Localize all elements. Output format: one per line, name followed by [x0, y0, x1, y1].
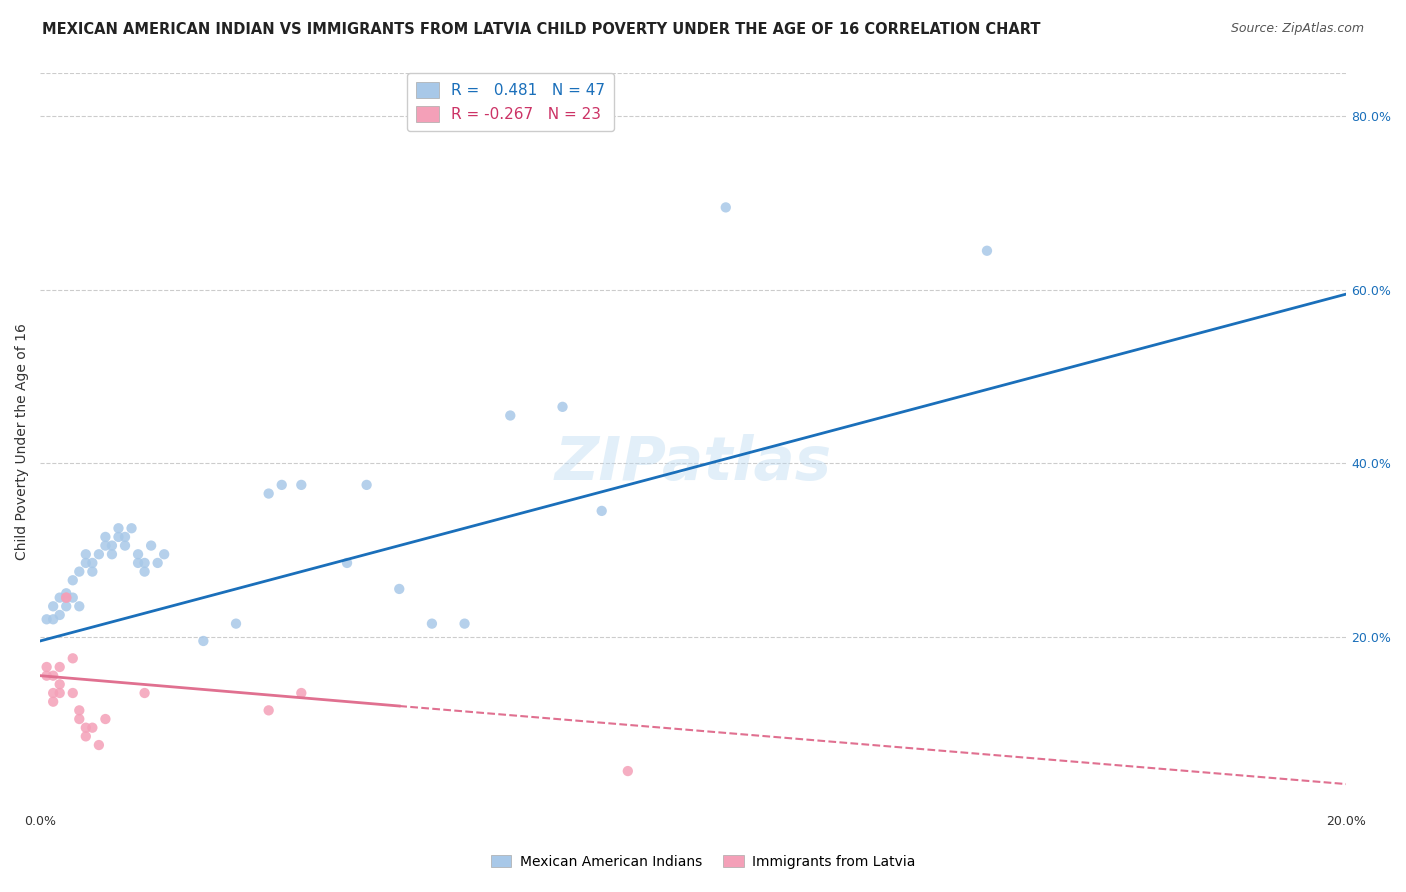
Point: [35, 612, 58, 626]
Legend: Mexican American Indians, Immigrants from Latvia: Mexican American Indians, Immigrants fro…: [485, 849, 921, 874]
Point: [714, 201, 737, 215]
Point: [114, 539, 136, 553]
Point: [48, 607, 70, 622]
Point: [134, 556, 156, 570]
Point: [67, 565, 90, 579]
Point: [75, 556, 97, 570]
Point: [225, 616, 247, 631]
Point: [134, 565, 156, 579]
Point: [62, 686, 84, 700]
Point: [48, 677, 70, 691]
Point: [55, 586, 77, 600]
Point: [67, 712, 90, 726]
Legend: R =   0.481   N = 47, R = -0.267   N = 23: R = 0.481 N = 47, R = -0.267 N = 23: [406, 73, 614, 131]
Point: [42, 668, 65, 682]
Point: [82, 556, 104, 570]
Point: [75, 547, 97, 561]
Point: [127, 547, 149, 561]
Point: [101, 539, 124, 553]
Point: [35, 668, 58, 682]
Point: [591, 504, 613, 518]
Point: [101, 547, 124, 561]
Point: [62, 574, 84, 588]
Point: [42, 695, 65, 709]
Point: [67, 599, 90, 614]
Point: [114, 530, 136, 544]
Point: [193, 634, 215, 648]
Y-axis label: Child Poverty Under the Age of 16: Child Poverty Under the Age of 16: [15, 323, 30, 560]
Text: ZIPatlas: ZIPatlas: [554, 434, 832, 493]
Point: [55, 591, 77, 605]
Point: [94, 539, 117, 553]
Point: [55, 591, 77, 605]
Point: [67, 703, 90, 717]
Point: [976, 244, 998, 258]
Point: [290, 478, 312, 492]
Point: [62, 591, 84, 605]
Point: [42, 599, 65, 614]
Point: [35, 660, 58, 674]
Text: Source: ZipAtlas.com: Source: ZipAtlas.com: [1230, 22, 1364, 36]
Point: [94, 712, 117, 726]
Point: [48, 660, 70, 674]
Point: [87, 547, 110, 561]
Point: [257, 703, 280, 717]
Text: MEXICAN AMERICAN INDIAN VS IMMIGRANTS FROM LATVIA CHILD POVERTY UNDER THE AGE OF: MEXICAN AMERICAN INDIAN VS IMMIGRANTS FR…: [42, 22, 1040, 37]
Point: [75, 721, 97, 735]
Point: [290, 686, 312, 700]
Point: [87, 738, 110, 752]
Point: [48, 686, 70, 700]
Point: [257, 486, 280, 500]
Point: [153, 547, 176, 561]
Point: [75, 730, 97, 744]
Point: [94, 530, 117, 544]
Point: [82, 721, 104, 735]
Point: [499, 409, 522, 423]
Point: [617, 764, 640, 778]
Point: [42, 612, 65, 626]
Point: [42, 686, 65, 700]
Point: [420, 616, 443, 631]
Point: [139, 539, 162, 553]
Point: [356, 478, 378, 492]
Point: [453, 616, 475, 631]
Point: [388, 582, 411, 596]
Point: [336, 556, 359, 570]
Point: [270, 478, 292, 492]
Point: [551, 400, 574, 414]
Point: [127, 556, 149, 570]
Point: [107, 521, 129, 535]
Point: [107, 530, 129, 544]
Point: [82, 565, 104, 579]
Point: [121, 521, 143, 535]
Point: [55, 599, 77, 614]
Point: [146, 556, 169, 570]
Point: [62, 651, 84, 665]
Point: [134, 686, 156, 700]
Point: [48, 591, 70, 605]
